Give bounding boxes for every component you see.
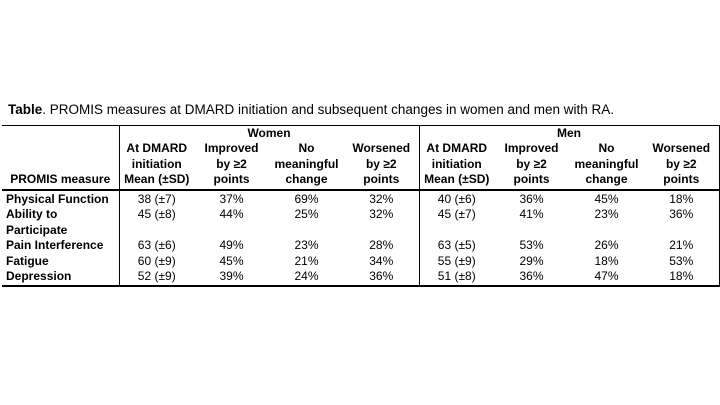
value-cell: 36% (519, 191, 544, 206)
value-cell: 55 (±9) (418, 253, 494, 270)
value-cell: 23% (294, 238, 319, 253)
value-cell: 24% (294, 269, 319, 284)
column-header-cell: No meaningful change (569, 141, 644, 191)
group-header-women: Women (118, 125, 419, 141)
value-cell: 44% (219, 207, 244, 222)
value-cell: 51 (±8) (418, 269, 494, 287)
column-header-cell: Improved by ≥2 points (494, 141, 569, 191)
value-cell: 18% (669, 191, 694, 206)
table-body: Physical Function 38 (±7) 37% 69% 32% 40 (±6)… (2, 189, 719, 287)
column-header-cell: At DMARD initiation Mean (±SD) (118, 141, 194, 191)
value-cell: 45% (219, 253, 244, 268)
table-row: Physical Function 38 (±7) 37% 69% 32% 40 (±6)… (2, 189, 719, 208)
value-cell: 63 (±6) (118, 238, 194, 254)
table-row: Pain Interference 63 (±6) 49% 23% 28% 63 (±5)… (2, 238, 719, 254)
promis-table: PROMIS measure Women Men At DMARD initia… (2, 125, 720, 288)
measure-cell: Fatigue (6, 253, 49, 268)
value-cell: 37% (219, 191, 244, 206)
table-row: Ability to Participate 45 (±8) 44% 25% 32% 45… (2, 207, 719, 239)
column-header-cell: No meaningful change (269, 141, 344, 191)
group-header-row: PROMIS measure Women Men (2, 125, 719, 191)
value-cell: 21% (669, 238, 694, 253)
promis-table-container: PROMIS measure Women Men At DMARD initia… (2, 125, 720, 288)
value-cell: 47% (594, 269, 619, 284)
value-cell: 32% (369, 191, 394, 206)
value-cell: 45 (±8) (118, 207, 194, 239)
column-header-cell: At DMARD initiation Mean (±SD) (418, 141, 494, 191)
value-cell: 49% (219, 238, 244, 253)
measure-column-header: PROMIS measure (2, 125, 119, 191)
value-cell: 40 (±6) (418, 189, 494, 208)
subheader-row: At DMARD initiation Mean (±SD) Improved b… (2, 141, 719, 191)
value-cell: 53% (669, 253, 694, 268)
value-cell: 63 (±5) (418, 238, 494, 254)
value-cell: 32% (369, 207, 394, 222)
value-cell: 25% (294, 207, 319, 222)
column-header-cell: Worsened by ≥2 points (344, 141, 419, 191)
value-cell: 69% (294, 191, 319, 206)
value-cell: 41% (519, 207, 544, 222)
value-cell: 36% (519, 269, 544, 284)
value-cell: 52 (±9) (118, 269, 194, 287)
value-cell: 26% (594, 238, 619, 253)
measure-cell: Physical Function (6, 191, 109, 206)
value-cell: 18% (594, 253, 619, 268)
column-header-cell: Improved by ≥2 points (194, 141, 269, 191)
value-cell: 39% (219, 269, 244, 284)
value-cell: 53% (519, 238, 544, 253)
measure-cell: Pain Interference (6, 238, 104, 253)
value-cell: 28% (369, 238, 394, 253)
value-cell: 34% (369, 253, 394, 268)
value-cell: 21% (294, 253, 319, 268)
group-header-men: Men (418, 125, 719, 141)
value-cell: 38 (±7) (118, 189, 194, 208)
value-cell: 45 (±7) (418, 207, 494, 239)
table-row: Fatigue 60 (±9) 45% 21% 34% 55 (±9) 29% 18% 53% (2, 253, 719, 270)
value-cell: 23% (594, 207, 619, 222)
value-cell: 36% (669, 207, 694, 222)
measure-cell: Ability to Participate (6, 207, 68, 237)
value-cell: 29% (519, 253, 544, 268)
value-cell: 60 (±9) (118, 253, 194, 270)
measure-cell: Depression (6, 269, 72, 284)
value-cell: 45% (594, 191, 619, 206)
table-title-text: . PROMIS measures at DMARD initiation an… (42, 102, 615, 117)
table-row: Depression 52 (±9) 39% 24% 36% 51 (±8) 36% 47% 1… (2, 269, 719, 287)
table-title: Table. PROMIS measures at DMARD initiati… (8, 101, 614, 118)
table-title-prefix: Table (8, 102, 43, 117)
value-cell: 18% (669, 269, 694, 284)
column-header-cell: Worsened by ≥2 points (644, 141, 719, 191)
value-cell: 36% (369, 269, 394, 284)
